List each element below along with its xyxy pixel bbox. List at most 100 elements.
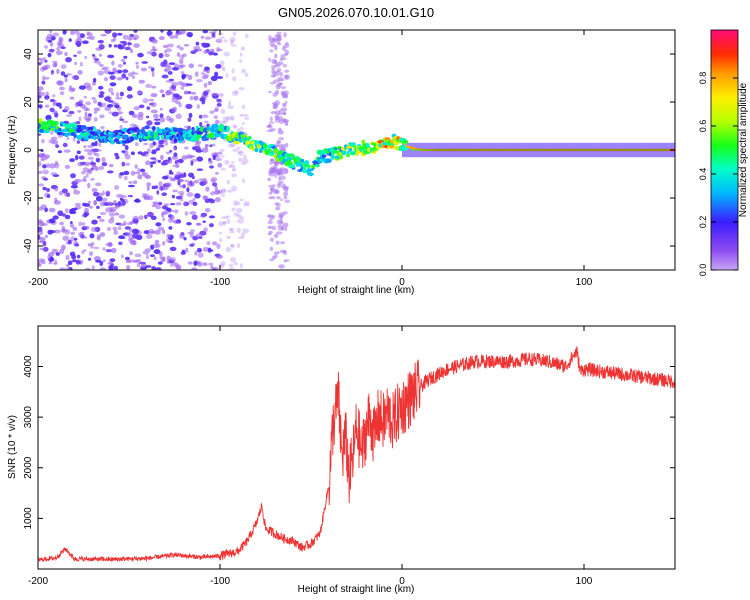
- spectral-point: [146, 120, 153, 126]
- spectral-point: [132, 215, 140, 222]
- spectral-point: [128, 181, 133, 184]
- spectral-point: [64, 267, 71, 270]
- spectral-point: [284, 74, 290, 80]
- spectral-point: [271, 64, 276, 71]
- spectral-point: [84, 55, 88, 60]
- spectral-point: [207, 247, 212, 253]
- spectral-point: [237, 151, 244, 154]
- spectral-point: [225, 72, 229, 78]
- spectral-point: [104, 106, 111, 111]
- spectral-point: [231, 68, 235, 74]
- spectral-point: [97, 215, 101, 219]
- spectrogram-xtick-label: -200: [28, 277, 48, 288]
- spectral-point: [96, 60, 101, 65]
- spectral-point: [171, 97, 178, 103]
- spectral-point: [90, 167, 94, 171]
- spectral-point: [80, 61, 83, 67]
- spectral-point: [57, 80, 64, 86]
- spectral-point: [89, 35, 96, 41]
- spectral-point: [176, 45, 181, 49]
- spectral-point: [99, 260, 104, 267]
- spectral-point: [130, 48, 133, 54]
- spectral-point: [55, 144, 59, 149]
- spectrogram-xtick-label: -100: [210, 277, 230, 288]
- spectral-point: [151, 38, 158, 44]
- spectral-point: [285, 187, 289, 192]
- spectral-point: [164, 53, 170, 58]
- spectral-point: [109, 265, 114, 270]
- spectral-point: [48, 139, 55, 144]
- spectral-point: [179, 233, 185, 239]
- spectral-point: [80, 178, 88, 182]
- spectral-point: [70, 184, 78, 189]
- spectral-point: [69, 96, 75, 100]
- spectral-point: [67, 239, 72, 244]
- spectral-point: [228, 100, 232, 107]
- spectral-point: [150, 163, 153, 168]
- spectral-point: [125, 259, 131, 264]
- spectral-point: [145, 175, 152, 179]
- spectral-point: [64, 191, 68, 197]
- spectral-point: [181, 73, 187, 79]
- spectral-point: [114, 204, 120, 209]
- spectral-point: [93, 117, 98, 122]
- spectral-point: [282, 119, 290, 123]
- spectral-point: [104, 30, 111, 33]
- spectral-point: [237, 218, 245, 224]
- spectral-point: [194, 142, 201, 148]
- spectral-point: [53, 99, 57, 105]
- spectral-point: [143, 230, 150, 235]
- spectral-point: [232, 44, 237, 47]
- spectral-point: [212, 241, 218, 246]
- spectral-point: [280, 57, 283, 62]
- spectral-point: [165, 80, 173, 83]
- spectral-point: [206, 123, 210, 127]
- spectral-point: [38, 57, 44, 61]
- spectral-point: [171, 81, 178, 87]
- spectral-point: [277, 170, 282, 176]
- spectral-point: [202, 30, 209, 34]
- spectral-point: [122, 69, 129, 74]
- spectral-point: [267, 232, 272, 236]
- spectral-point: [269, 158, 274, 162]
- spectral-point: [284, 168, 289, 173]
- spectral-point: [130, 151, 135, 155]
- spectral-point: [215, 157, 222, 162]
- spectral-point: [76, 150, 81, 155]
- spectral-point: [60, 64, 67, 69]
- spectral-point: [161, 74, 169, 79]
- spectral-point: [154, 121, 161, 126]
- spectral-point: [83, 161, 91, 167]
- spectral-point: [42, 186, 47, 191]
- spectral-point: [154, 185, 159, 190]
- spectral-point: [186, 222, 192, 226]
- spectral-point: [97, 39, 104, 44]
- spectral-point: [46, 194, 51, 199]
- spectral-point: [92, 191, 100, 197]
- spectral-point: [271, 59, 277, 64]
- spectral-point: [128, 110, 135, 116]
- spectral-point: [172, 93, 180, 98]
- spectral-point: [276, 219, 283, 225]
- spectral-point: [126, 86, 133, 92]
- spectral-point: [269, 116, 273, 122]
- spectral-point: [124, 256, 130, 261]
- spectral-point: [209, 110, 215, 114]
- spectral-point: [104, 96, 111, 102]
- spectral-point: [44, 104, 50, 108]
- spectral-point: [167, 43, 174, 48]
- spectral-point: [101, 162, 108, 167]
- spectral-point: [193, 96, 198, 101]
- spectral-point: [145, 265, 152, 268]
- spectral-point: [51, 248, 59, 254]
- ridge-point: [93, 126, 97, 132]
- spectral-point: [45, 114, 52, 121]
- spectral-point: [240, 46, 246, 51]
- spectral-point: [150, 109, 158, 114]
- spectral-point: [67, 260, 73, 266]
- spectral-point: [196, 247, 202, 253]
- spectral-point: [114, 185, 120, 190]
- spectral-point: [83, 212, 88, 218]
- spectral-point: [59, 248, 65, 254]
- spectral-point: [212, 182, 218, 187]
